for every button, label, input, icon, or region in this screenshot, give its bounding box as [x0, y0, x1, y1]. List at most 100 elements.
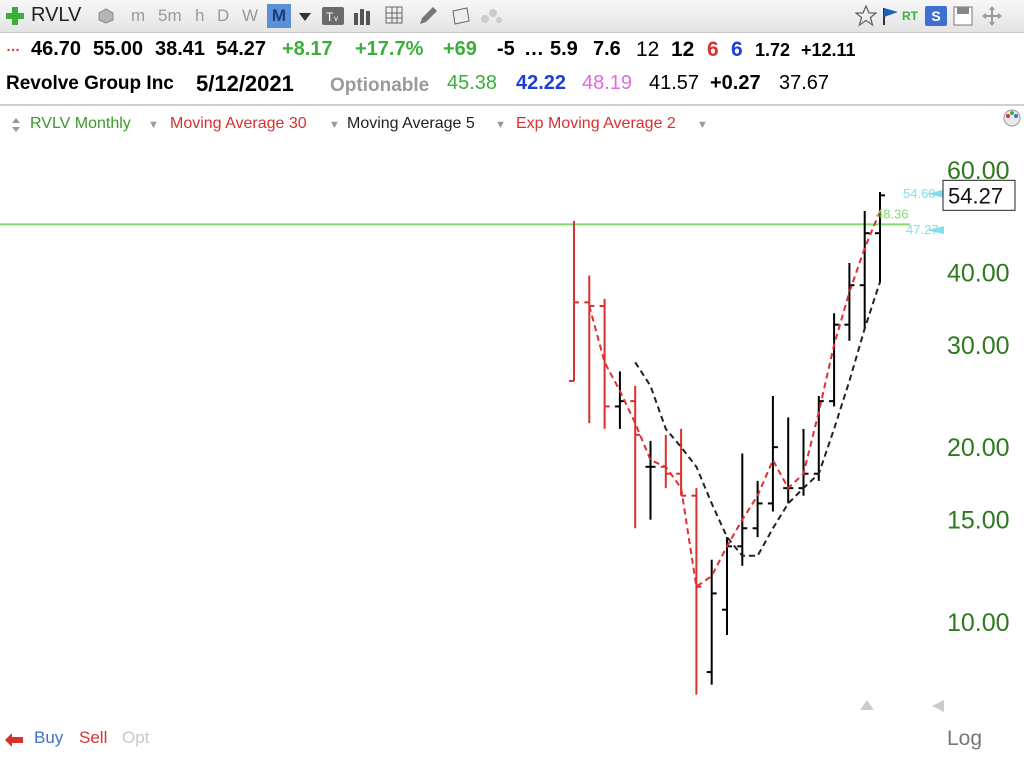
cyan-marker [927, 226, 944, 235]
sell-button[interactable]: Sell [79, 728, 108, 747]
quote-v2: -5 [497, 38, 515, 60]
legend-ema2[interactable]: Exp Moving Average 2 [516, 115, 676, 132]
info-n2: 42.22 [516, 72, 567, 94]
change-pct-value: +17.7% [355, 38, 424, 60]
y-tick-label: 10.00 [947, 609, 1010, 637]
interval-w[interactable]: W [242, 6, 259, 25]
y-tick-label: 15.00 [947, 507, 1010, 535]
low-value: 38.41 [155, 38, 206, 60]
quote-date: 5/12/2021 [196, 71, 294, 96]
trade-arrow-icon[interactable] [3, 730, 25, 750]
quote-v10: 1.72 [755, 40, 791, 60]
cyan-label: 54.60 [903, 186, 936, 201]
flag-icon[interactable] [881, 6, 901, 26]
add-symbol-icon[interactable] [5, 6, 25, 26]
legend-ma5[interactable]: Moving Average 5 [347, 115, 475, 132]
s-icon[interactable]: S [925, 6, 947, 26]
interval-5m[interactable]: 5m [158, 6, 182, 25]
svg-text:v: v [334, 14, 338, 23]
info-n1: 45.38 [447, 72, 498, 94]
grid-icon[interactable] [385, 6, 407, 26]
price-box [942, 179, 1016, 211]
ohlc-bar [875, 191, 885, 283]
ohlc-bar [584, 275, 595, 424]
company-name: Revolve Group Inc [6, 73, 174, 94]
bottom-bar: Buy Sell Opt Log [0, 700, 1024, 764]
optionable-label: Optionable [330, 75, 430, 96]
info-n4: 41.57 [649, 72, 700, 94]
quote-v11: +12.11 [801, 40, 856, 60]
cyan-marker [927, 189, 944, 198]
chart-legend: RVLV Monthly ▼ Moving Average 30 ▼ Movin… [0, 112, 1000, 138]
ohlc-bar [844, 262, 855, 341]
interval-m[interactable]: m [131, 6, 146, 25]
change-value: +8.17 [282, 38, 333, 60]
open-value: 46.70 [31, 38, 82, 60]
quote-v3: … [524, 38, 544, 60]
ohlc-bar [813, 395, 824, 481]
ohlc-bar [767, 395, 778, 512]
y-tick-label: 40.00 [947, 259, 1010, 287]
buy-button[interactable]: Buy [34, 728, 64, 747]
high-value: 55.00 [93, 38, 144, 60]
info-row: Revolve Group Inc 5/12/2021 Optionable 4… [0, 70, 1024, 102]
ohlc-bar [859, 210, 870, 329]
hline-label: 48.36 [876, 206, 909, 221]
opt-button[interactable]: Opt [122, 728, 150, 747]
resize-icon[interactable] [12, 118, 20, 132]
quote-v9: 6 [731, 38, 743, 61]
ohlc-bar [676, 428, 687, 497]
scroll-left-icon[interactable] [932, 700, 944, 712]
quote-row: … 46.70 55.00 38.41 54.27 +8.17 +17.7% +… [0, 36, 1024, 66]
close-value: 54.27 [216, 38, 267, 60]
quote-v4: 5.9 [550, 38, 578, 60]
bar-style-icon[interactable] [352, 7, 374, 25]
interval-d[interactable]: D [217, 6, 230, 25]
cyan-label: 47.27 [906, 222, 939, 237]
quote-v1: +69 [443, 38, 477, 60]
cube-icon[interactable] [97, 8, 115, 24]
save-icon[interactable] [953, 6, 973, 26]
y-tick-label: 30.00 [947, 332, 1010, 360]
legend-ma5-caret[interactable]: ▼ [495, 119, 506, 131]
info-n6: 37.67 [779, 72, 830, 94]
legend-ema2-caret[interactable]: ▼ [697, 119, 708, 131]
ohlc-bar [645, 440, 656, 520]
ohlc-bar [737, 453, 748, 566]
legend-series[interactable]: RVLV Monthly [30, 115, 131, 132]
dots-icon[interactable] [480, 8, 504, 24]
price-chart[interactable]: 48.3654.6047.2760.0040.0030.0020.0015.00… [0, 140, 1024, 720]
interval-h[interactable]: h [195, 6, 205, 25]
note-icon[interactable] [450, 6, 472, 26]
legend-ma30-caret[interactable]: ▼ [329, 119, 340, 131]
price-box-label: 54.27 [948, 183, 1003, 208]
star-icon[interactable] [855, 5, 877, 27]
move-icon[interactable] [981, 5, 1003, 27]
ohlc-bar [660, 434, 671, 489]
ohlc-bar [783, 417, 794, 504]
ohlc-bar [569, 221, 579, 382]
legend-series-caret[interactable]: ▼ [148, 119, 159, 131]
ohlc-bar [752, 480, 763, 538]
quote-v6: 12 [636, 38, 660, 61]
ohlc-bar [691, 488, 702, 695]
symbol-field[interactable]: RVLV [31, 4, 82, 26]
y-tick-label: 20.00 [947, 434, 1010, 462]
ema2-line [588, 210, 881, 589]
quote-v7: 12 [671, 38, 695, 61]
chevron-down-icon[interactable] [299, 13, 311, 21]
ohlc-bar [829, 313, 840, 407]
pencil-icon[interactable] [417, 5, 439, 27]
rt-icon[interactable]: RT [902, 9, 918, 23]
palette-icon[interactable] [1002, 108, 1022, 128]
scroll-up-icon[interactable] [860, 700, 874, 710]
legend-ma30[interactable]: Moving Average 30 [170, 115, 307, 132]
interval-m-active[interactable]: M [267, 4, 291, 28]
ohlc-bar [630, 385, 641, 529]
ohlc-bar [706, 559, 717, 685]
info-n3: 48.19 [582, 72, 633, 94]
log-toggle[interactable]: Log [947, 727, 983, 750]
quote-v5: 7.6 [593, 38, 621, 60]
